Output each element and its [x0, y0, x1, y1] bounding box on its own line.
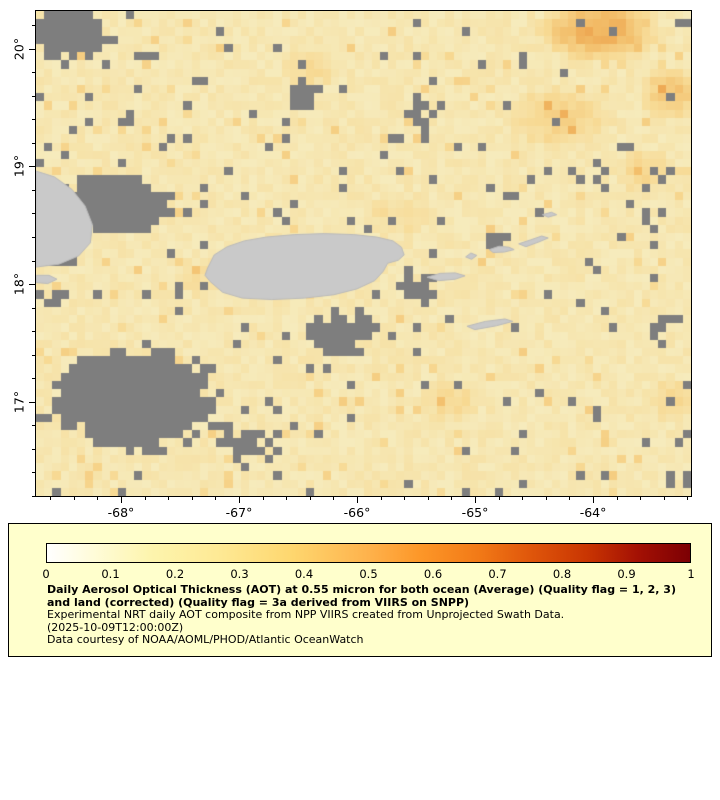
x-tick-label: -67° — [225, 505, 253, 520]
colorbar-tick-label: 0.1 — [101, 567, 120, 581]
y-tick-label: 19° — [11, 155, 27, 178]
x-minor-tick — [545, 497, 547, 500]
x-minor-tick — [333, 497, 335, 500]
legend-text-block: Daily Aerosol Optical Thickness (AOT) at… — [47, 583, 697, 647]
x-minor-tick — [309, 497, 311, 500]
x-minor-tick — [191, 497, 193, 500]
x-minor-tick — [286, 497, 288, 500]
colorbar-tick-label: 0.4 — [294, 567, 314, 581]
x-tick — [593, 497, 595, 503]
x-minor-tick — [663, 497, 665, 500]
x-tick-label: -68° — [107, 505, 135, 520]
x-minor-tick — [215, 497, 217, 500]
x-tick — [238, 497, 240, 503]
x-minor-tick — [616, 497, 618, 500]
x-tick — [357, 497, 358, 503]
x-tick — [120, 497, 122, 503]
x-minor-tick — [168, 497, 170, 500]
x-minor-tick — [522, 497, 524, 500]
colorbar-tick-label: 0 — [42, 567, 50, 581]
x-minor-tick — [50, 497, 52, 500]
legend-title: Daily Aerosol Optical Thickness (AOT) at… — [47, 583, 676, 609]
x-minor-tick — [380, 497, 382, 500]
colorbar-tick-label: 0.8 — [552, 567, 572, 581]
x-minor-tick — [144, 497, 146, 500]
legend-box: 0 0.1 0.2 0.3 0.4 0.5 0.6 0.7 0.8 0.9 1 Daily Aero… — [8, 523, 712, 657]
x-minor-tick — [498, 497, 500, 500]
x-minor-tick — [427, 497, 429, 500]
colorbar-tick-label: 1 — [687, 567, 695, 581]
colorbar-tick-label: 0.5 — [359, 567, 378, 581]
x-tick-label: -65° — [461, 505, 489, 520]
aot-map-canvas — [36, 11, 691, 496]
x-tick — [475, 497, 477, 503]
colorbar-tick-row: 0 0.1 0.2 0.3 0.4 0.5 0.6 0.7 0.8 0.9 1 — [42, 567, 695, 581]
legend-line-experimental: Experimental NRT daily AOT composite fro… — [47, 608, 565, 621]
colorbar-tick-label: 0.9 — [617, 567, 636, 581]
y-tick-label: 18° — [11, 273, 27, 296]
aot-colorbar — [46, 543, 691, 563]
y-tick-label: 20° — [11, 37, 27, 60]
legend-line-timestamp: (2025-10-09T12:00:00Z) — [47, 620, 184, 634]
x-minor-tick — [97, 497, 99, 500]
colorbar-tick-label: 0.6 — [423, 567, 443, 581]
x-tick-label: -64° — [579, 505, 607, 520]
x-minor-tick — [404, 497, 406, 500]
x-minor-tick — [73, 497, 75, 500]
y-tick-label: 17° — [11, 390, 27, 413]
colorbar-tick-label: 0.7 — [488, 567, 507, 581]
colorbar-tick-label: 0.2 — [165, 567, 185, 581]
x-minor-tick — [640, 497, 642, 500]
x-tick-label: -66° — [343, 505, 371, 520]
colorbar-tick-label: 0.3 — [230, 567, 249, 581]
x-minor-tick — [262, 497, 264, 500]
x-minor-tick — [569, 497, 571, 500]
x-minor-tick — [687, 497, 689, 500]
legend-line-courtesy: Data courtesy of NOAA/AOML/PHOD/Atlantic… — [47, 633, 364, 646]
x-minor-tick — [451, 497, 453, 500]
